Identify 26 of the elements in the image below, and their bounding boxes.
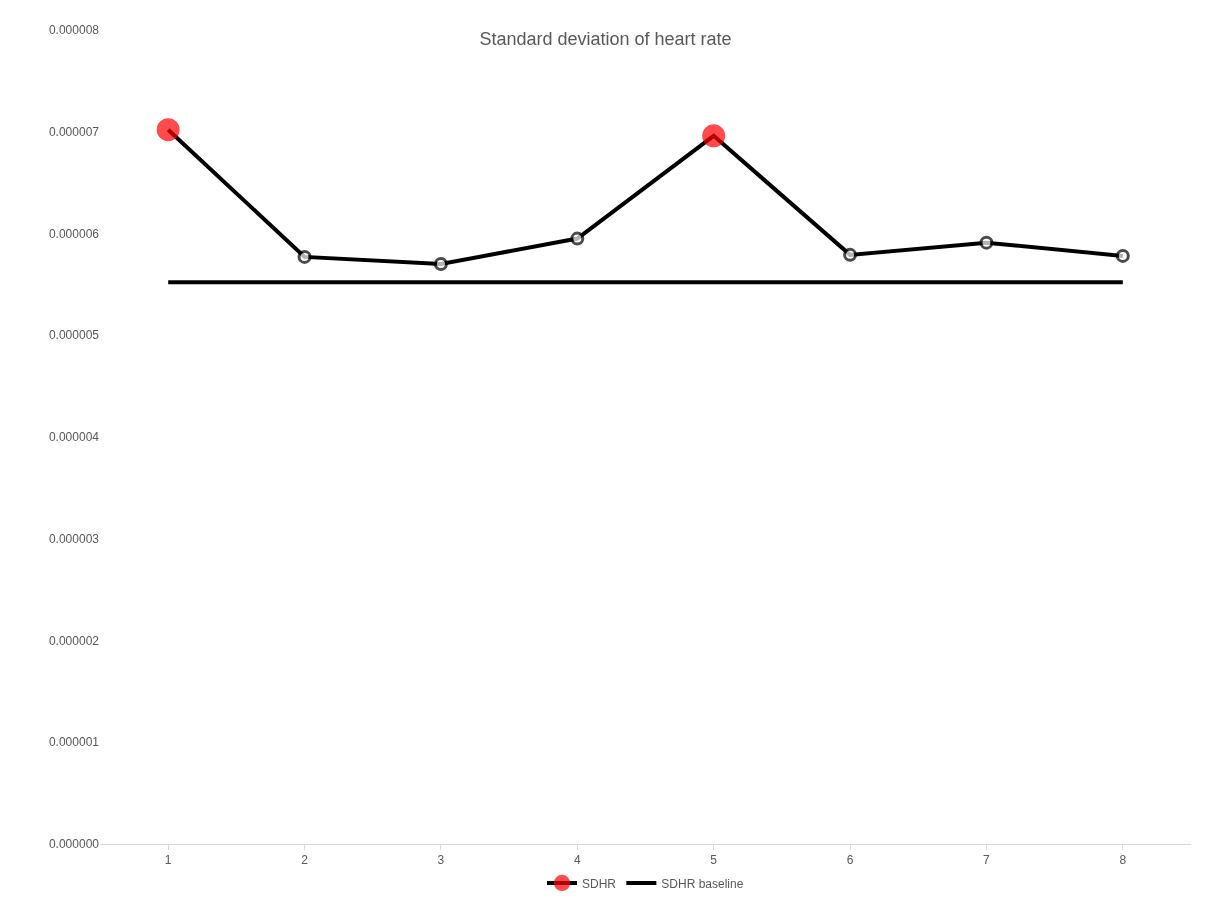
point — [979, 235, 994, 250]
legend-label: SDHR baseline — [661, 876, 744, 891]
y-tick-label: 0.000003 — [48, 531, 100, 546]
x-tick-label: 2 — [301, 853, 309, 868]
y-tick-label: 0.000005 — [48, 328, 100, 343]
point — [843, 247, 858, 262]
y-tick-label: 0.000002 — [48, 633, 100, 648]
x-tick-label: 4 — [573, 853, 581, 868]
y-tick-label: 0.000001 — [48, 735, 100, 750]
x-tick-label: 7 — [983, 853, 991, 868]
x-tick-label: 6 — [846, 853, 854, 868]
legend-label: SDHR — [582, 876, 617, 891]
y-tick-label: 0.000008 — [48, 23, 100, 38]
point — [1115, 248, 1130, 263]
x-tick-label: 5 — [710, 853, 718, 868]
y-tick-label: 0.000000 — [48, 837, 100, 852]
x-tick-label: 8 — [1119, 853, 1127, 868]
point — [570, 231, 585, 246]
point — [433, 257, 448, 272]
x-tick-label: 1 — [164, 853, 172, 868]
y-tick-label: 0.000004 — [48, 430, 100, 445]
x-tick-label: 3 — [437, 853, 445, 868]
point — [297, 249, 312, 264]
chart-title: Standard deviation of heart rate — [479, 28, 732, 49]
y-tick-label: 0.000007 — [48, 124, 100, 139]
y-tick-label: 0.000006 — [48, 226, 100, 241]
